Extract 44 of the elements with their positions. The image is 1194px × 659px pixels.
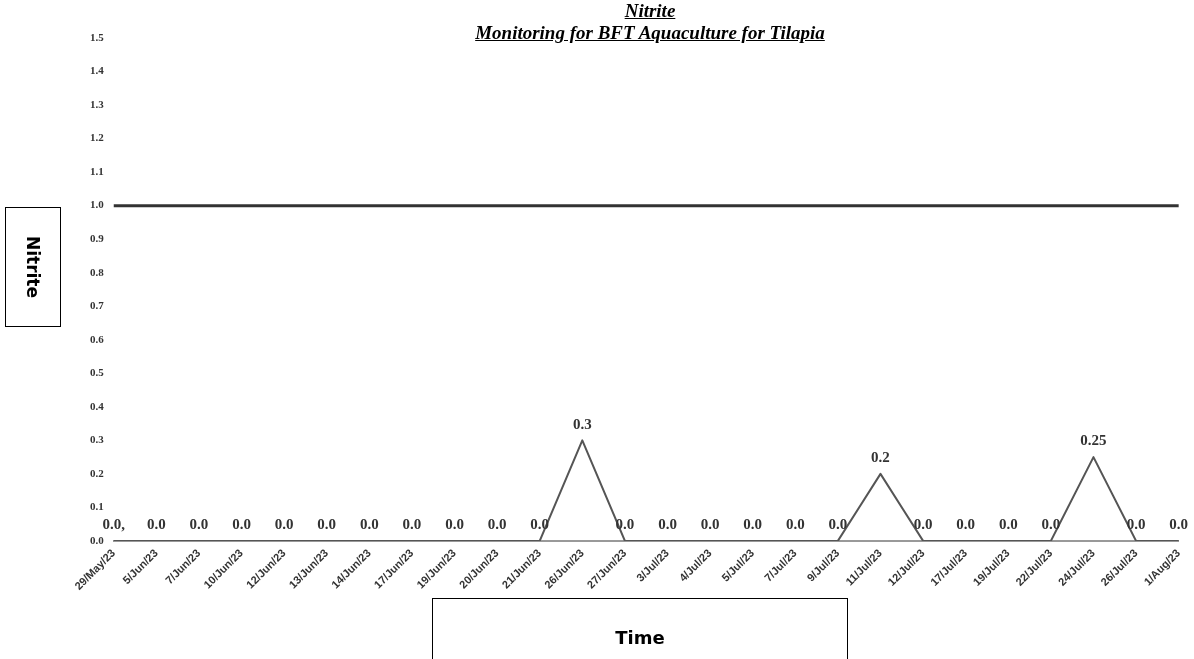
- y-tick-label: 1.3: [90, 97, 105, 110]
- y-tick-label: 0.5: [90, 366, 105, 379]
- y-tick-label: 1.5: [90, 30, 105, 43]
- y-tick-label: 0.1: [90, 500, 104, 513]
- data-label: 0.0: [828, 516, 848, 533]
- data-label: 0.0: [274, 516, 294, 533]
- y-tick-label: 0.3: [90, 433, 105, 446]
- data-label: 0.0: [998, 516, 1018, 533]
- data-label: 0.0: [1169, 516, 1189, 533]
- chart-subtitle: Monitoring for BFT Aquaculture for Tilapia: [474, 22, 826, 44]
- data-label: 0.0: [146, 516, 166, 533]
- y-tick-label: 0.4: [90, 399, 105, 412]
- data-label: 0.0: [913, 516, 933, 533]
- data-label: 0.0: [359, 516, 379, 533]
- data-label: 0.0: [232, 516, 251, 533]
- data-label: 0.0: [700, 516, 720, 533]
- data-label: 0.0: [743, 516, 763, 533]
- data-label: 0.0: [189, 516, 209, 533]
- data-label: 0.0: [402, 516, 422, 533]
- y-tick-label: 0.0: [90, 533, 105, 546]
- data-label: 0.0: [445, 516, 464, 533]
- data-label: 0.0,: [102, 516, 126, 533]
- y-tick-label: 0.6: [90, 332, 105, 345]
- y-tick-label: 1.4: [90, 64, 105, 77]
- y-axis-title: Nitrite: [23, 235, 43, 299]
- y-tick-label: 1.2: [90, 131, 105, 144]
- data-label: 0.0: [1041, 516, 1061, 533]
- chart-title: Nitrite: [623, 0, 677, 22]
- y-tick-label: 1.1: [90, 164, 104, 177]
- data-label: 0.0: [956, 516, 976, 533]
- data-label: 0.0: [785, 516, 805, 533]
- data-label: 0.0: [658, 516, 677, 533]
- data-label: 0.0: [487, 516, 507, 533]
- data-label: 0.2: [871, 449, 890, 466]
- data-label: 0.0: [317, 516, 337, 533]
- y-tick-label: 0.9: [90, 232, 105, 245]
- data-label: 0.0: [1126, 516, 1146, 533]
- y-tick-label: 0.7: [90, 299, 105, 312]
- data-label: 0.3: [572, 415, 592, 432]
- y-tick-label: 1.0: [90, 198, 105, 211]
- x-axis-title: Time: [432, 598, 848, 659]
- y-tick-label: 0.2: [90, 466, 105, 479]
- y-tick-label: 0.8: [90, 265, 105, 278]
- data-label: 0.25: [1080, 432, 1107, 449]
